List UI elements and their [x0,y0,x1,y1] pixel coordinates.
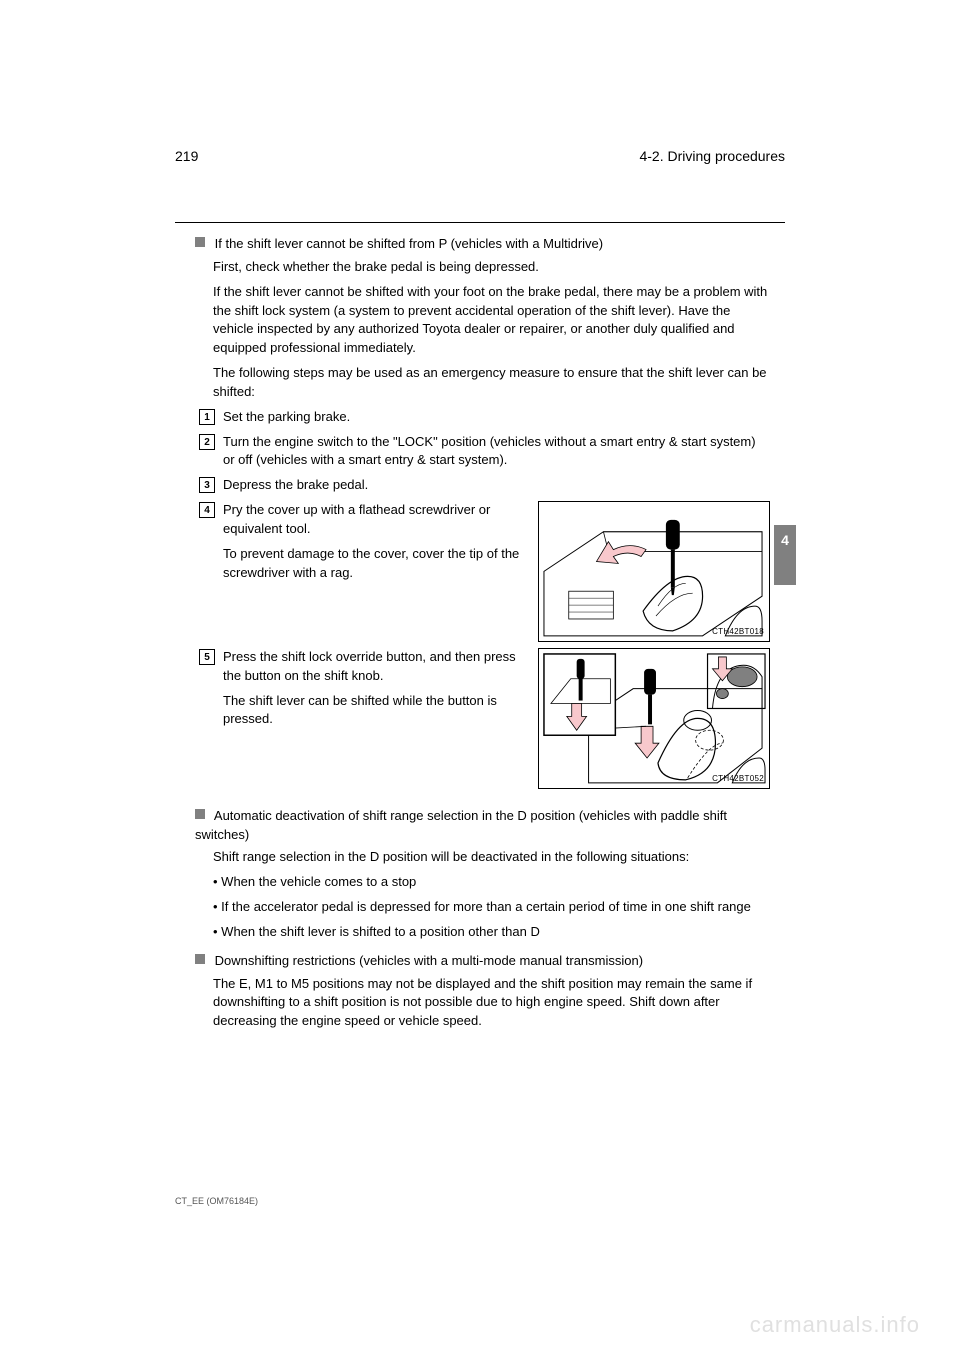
step-text: Pry the cover up with a flathead screwdr… [223,501,526,539]
list-text: When the shift lever is shifted to a pos… [221,924,540,939]
step-4-right: CTH42BT018 [538,501,770,648]
step-4-text: Pry the cover up with a flathead screwdr… [223,502,490,536]
step-5-wrap: 5 Press the shift lock override button, … [195,648,770,795]
step-5-note: The shift lever can be shifted while the… [199,692,526,730]
list-item: • When the vehicle comes to a stop [213,873,770,892]
section-paddle: Automatic deactivation of shift range se… [195,807,770,942]
step-row-3: 3 Depress the brake pedal. [199,476,770,495]
section-title-text: If the shift lever cannot be shifted fro… [215,236,603,251]
list-text: If the accelerator pedal is depressed fo… [221,899,751,914]
page-header: 219 4-2. Driving procedures [175,148,785,164]
step-num: 3 [199,477,215,493]
diagram-label: CTH42BT052 [712,773,764,785]
step-row-2: 2 Turn the engine switch to the "LOCK" p… [199,433,770,471]
section-heading: If the shift lever cannot be shifted fro… [195,235,770,254]
step-row-1: 1 Set the parking brake. [199,408,770,427]
step-num: 4 [199,502,215,518]
section-ref: 4-2. Driving procedures [639,148,785,164]
chapter-tab: 4 [774,525,796,585]
square-bullet-icon [195,809,205,819]
step-num: 1 [199,409,215,425]
intro-1: First, check whether the brake pedal is … [213,258,770,277]
square-bullet-icon [195,954,205,964]
section-shift-lock: If the shift lever cannot be shifted fro… [195,235,770,795]
square-bullet-icon [195,237,205,247]
step-num: 5 [199,649,215,665]
step-5-right: CTH42BT052 [538,648,770,795]
step-4-note: To prevent damage to the cover, cover th… [199,545,526,583]
step-row-5: 5 Press the shift lock override button, … [199,648,526,686]
watermark: carmanuals.info [750,1312,920,1338]
step-text: Set the parking brake. [223,408,770,427]
step-5-text: Press the shift lock override button, an… [223,649,516,683]
step-4-wrap: 4 Pry the cover up with a flathead screw… [195,501,770,648]
diagram-shift-lock-button: CTH42BT052 [538,648,770,789]
footer-code: CT_EE (OM76184E) [175,1196,258,1206]
intro-2: If the shift lever cannot be shifted wit… [213,283,770,358]
section-title-text: Downshifting restrictions (vehicles with… [215,953,643,968]
step-5-left: 5 Press the shift lock override button, … [195,648,526,795]
page-number: 219 [175,148,198,164]
intro-3: The following steps may be used as an em… [213,364,770,402]
list-text: When the vehicle comes to a stop [221,874,416,889]
step-text: Press the shift lock override button, an… [223,648,526,686]
page-content: If the shift lever cannot be shifted fro… [195,235,770,1041]
chapter-number: 4 [781,532,789,548]
step-4-note-text: To prevent damage to the cover, cover th… [223,545,526,583]
section-heading: Downshifting restrictions (vehicles with… [195,952,770,971]
step-text: Turn the engine switch to the "LOCK" pos… [223,433,770,471]
section-title-text: Automatic deactivation of shift range se… [195,808,727,842]
section-body: The E, M1 to M5 positions may not be dis… [213,975,770,1032]
step-num: 2 [199,434,215,450]
diagram-label: CTH42BT018 [712,626,764,638]
diagram-screwdriver-pry: CTH42BT018 [538,501,770,642]
diagram-svg-2 [539,649,769,788]
header-rule [175,222,785,223]
step-row-4: 4 Pry the cover up with a flathead screw… [199,501,526,539]
step-text: Depress the brake pedal. [223,476,770,495]
section-heading: Automatic deactivation of shift range se… [195,807,770,845]
step-4-left: 4 Pry the cover up with a flathead screw… [195,501,526,648]
section-downshift: Downshifting restrictions (vehicles with… [195,952,770,1031]
step-5-note-text: The shift lever can be shifted while the… [223,692,526,730]
section-body: Shift range selection in the D position … [213,848,770,867]
list-item: • If the accelerator pedal is depressed … [213,898,770,917]
list-item: • When the shift lever is shifted to a p… [213,923,770,942]
diagram-svg-1 [539,502,769,641]
